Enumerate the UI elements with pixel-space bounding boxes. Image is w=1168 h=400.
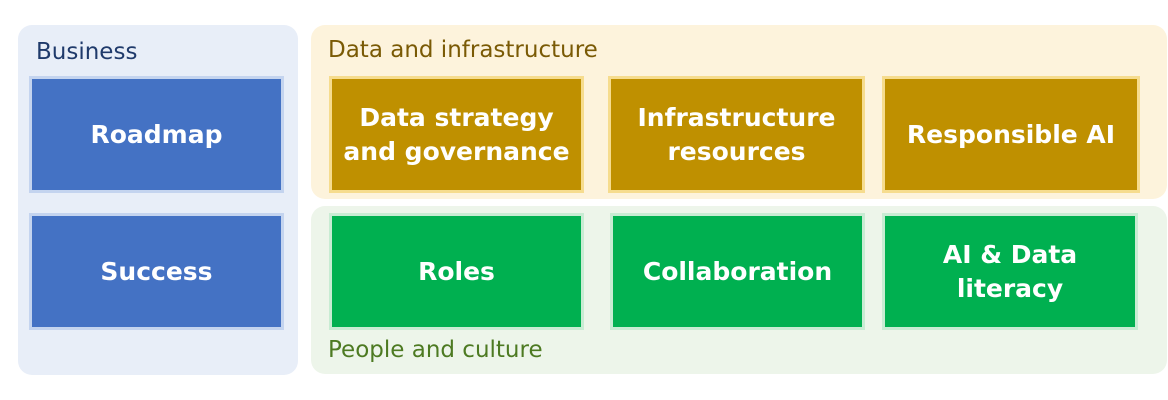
roadmap-box: Roadmap [29,76,284,193]
infrastructure-resources-box: Infrastructure resources [608,76,865,193]
ai-data-literacy-box: AI & Data literacy [882,213,1138,330]
data-strategy-governance-box: Data strategy and governance [329,76,584,193]
business-title: Business [36,39,138,65]
roles-box: Roles [329,213,584,330]
responsible-ai-box: Responsible AI [882,76,1140,193]
success-box: Success [29,213,284,330]
data-infrastructure-title: Data and infrastructure [328,37,598,63]
people-culture-title: People and culture [328,337,543,363]
collaboration-box: Collaboration [610,213,865,330]
